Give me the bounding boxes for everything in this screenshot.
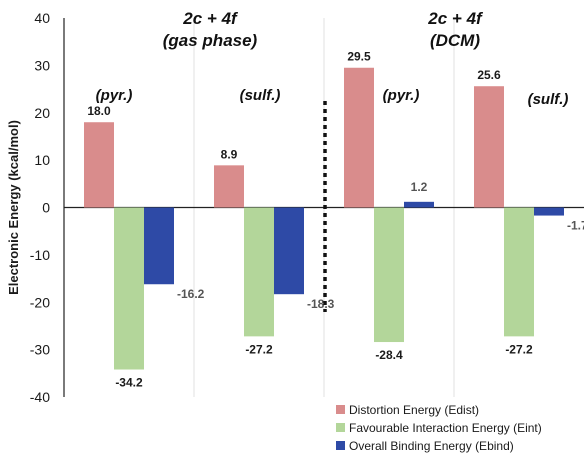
data-label-series1-cat4: 25.6 bbox=[477, 68, 501, 82]
bar-series3-cat2 bbox=[274, 207, 304, 295]
category-annotation-4: (sulf.) bbox=[528, 91, 569, 108]
category-annotation-1: (pyr.) bbox=[96, 87, 133, 104]
legend-label-3: Overall Binding Energy (Ebind) bbox=[349, 439, 514, 453]
bar-series3-cat1 bbox=[144, 207, 174, 285]
data-label-series1-cat1: 18.0 bbox=[87, 104, 111, 118]
data-label-series3-cat1: -16.2 bbox=[177, 287, 205, 301]
bar-series1-cat2 bbox=[214, 165, 244, 208]
data-label-series3-cat2: -18.3 bbox=[307, 297, 335, 311]
group-title-line2: (DCM) bbox=[430, 31, 480, 50]
bar-series3-cat4 bbox=[534, 207, 564, 216]
bar-series2-cat4 bbox=[504, 207, 534, 337]
y-tick-label: -20 bbox=[30, 294, 50, 310]
data-label-series2-cat4: -27.2 bbox=[505, 342, 533, 356]
data-label-series3-cat3: 1.2 bbox=[411, 180, 428, 194]
y-tick-label: 40 bbox=[34, 10, 50, 26]
category-annotation-2: (sulf.) bbox=[240, 87, 281, 104]
y-tick-label: -10 bbox=[30, 247, 50, 263]
y-tick-label: -40 bbox=[30, 389, 50, 405]
y-tick-label: 0 bbox=[42, 200, 50, 216]
bar-series2-cat3 bbox=[374, 207, 404, 343]
data-label-series3-cat4: -1.7 bbox=[567, 219, 584, 233]
data-label-series1-cat2: 8.9 bbox=[221, 147, 238, 161]
y-tick-label: -30 bbox=[30, 342, 50, 358]
bar-series3-cat3 bbox=[404, 201, 434, 208]
data-label-series2-cat1: -34.2 bbox=[115, 376, 143, 390]
bar-series2-cat2 bbox=[244, 207, 274, 337]
category-annotation-3: (pyr.) bbox=[383, 87, 420, 104]
legend-label-1: Distortion Energy (Edist) bbox=[349, 403, 479, 417]
bar-series1-cat3 bbox=[344, 67, 374, 208]
group-title-line1: 2c + 4f bbox=[182, 9, 239, 28]
group-title-line2: (gas phase) bbox=[163, 31, 258, 50]
legend-swatch-1 bbox=[336, 405, 345, 414]
data-label-series1-cat3: 29.5 bbox=[347, 50, 371, 64]
legend-swatch-3 bbox=[336, 441, 345, 450]
y-tick-label: 30 bbox=[34, 57, 50, 73]
y-axis-label: Electronic Energy (kcal/mol) bbox=[6, 120, 21, 295]
y-tick-label: 10 bbox=[34, 152, 50, 168]
bar-series2-cat1 bbox=[114, 207, 144, 370]
legend-swatch-2 bbox=[336, 423, 345, 432]
data-label-series2-cat3: -28.4 bbox=[375, 348, 403, 362]
bar-series1-cat4 bbox=[474, 86, 504, 208]
legend-label-2: Favourable Interaction Energy (Eint) bbox=[349, 421, 542, 435]
y-tick-label: 20 bbox=[34, 105, 50, 121]
bar-series1-cat1 bbox=[84, 122, 114, 208]
data-label-series2-cat2: -27.2 bbox=[245, 342, 273, 356]
group-title-line1: 2c + 4f bbox=[427, 9, 484, 28]
